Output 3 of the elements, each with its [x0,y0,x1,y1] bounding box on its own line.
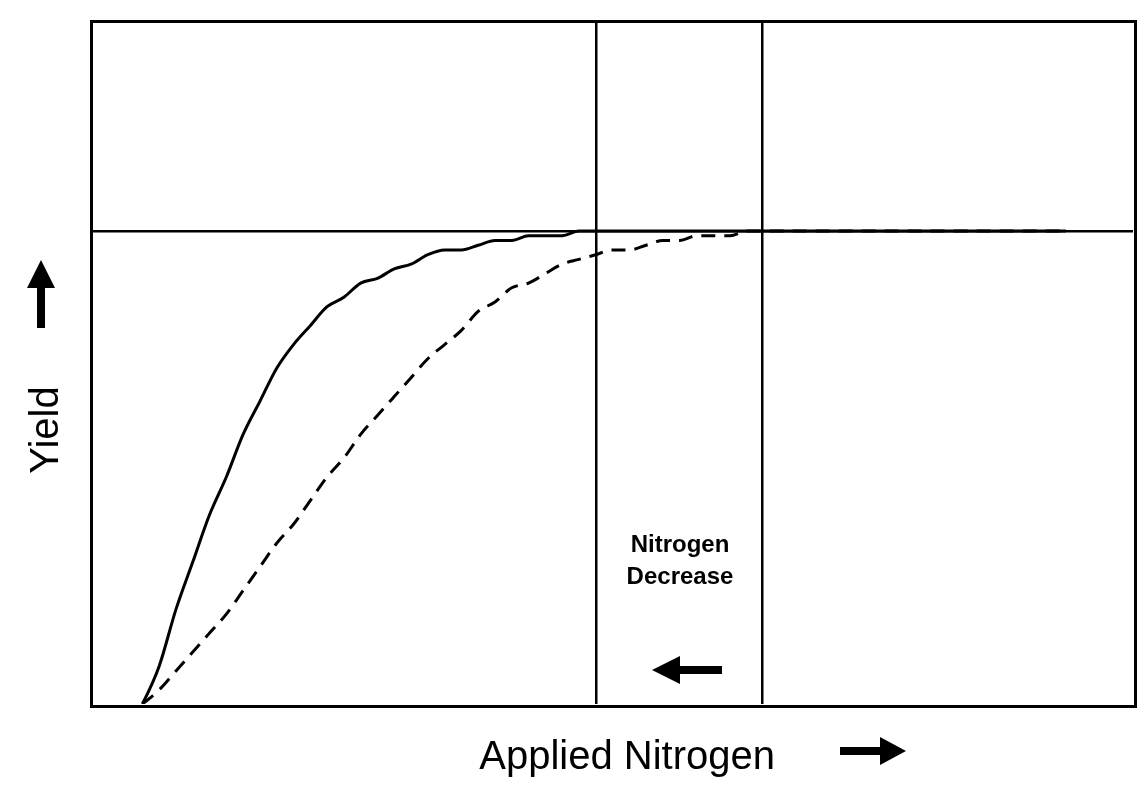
annotation: Nitrogen Decrease [625,529,735,591]
y-axis-title: Yield [21,385,67,476]
x-axis-title: Applied Nitrogen [478,733,775,778]
